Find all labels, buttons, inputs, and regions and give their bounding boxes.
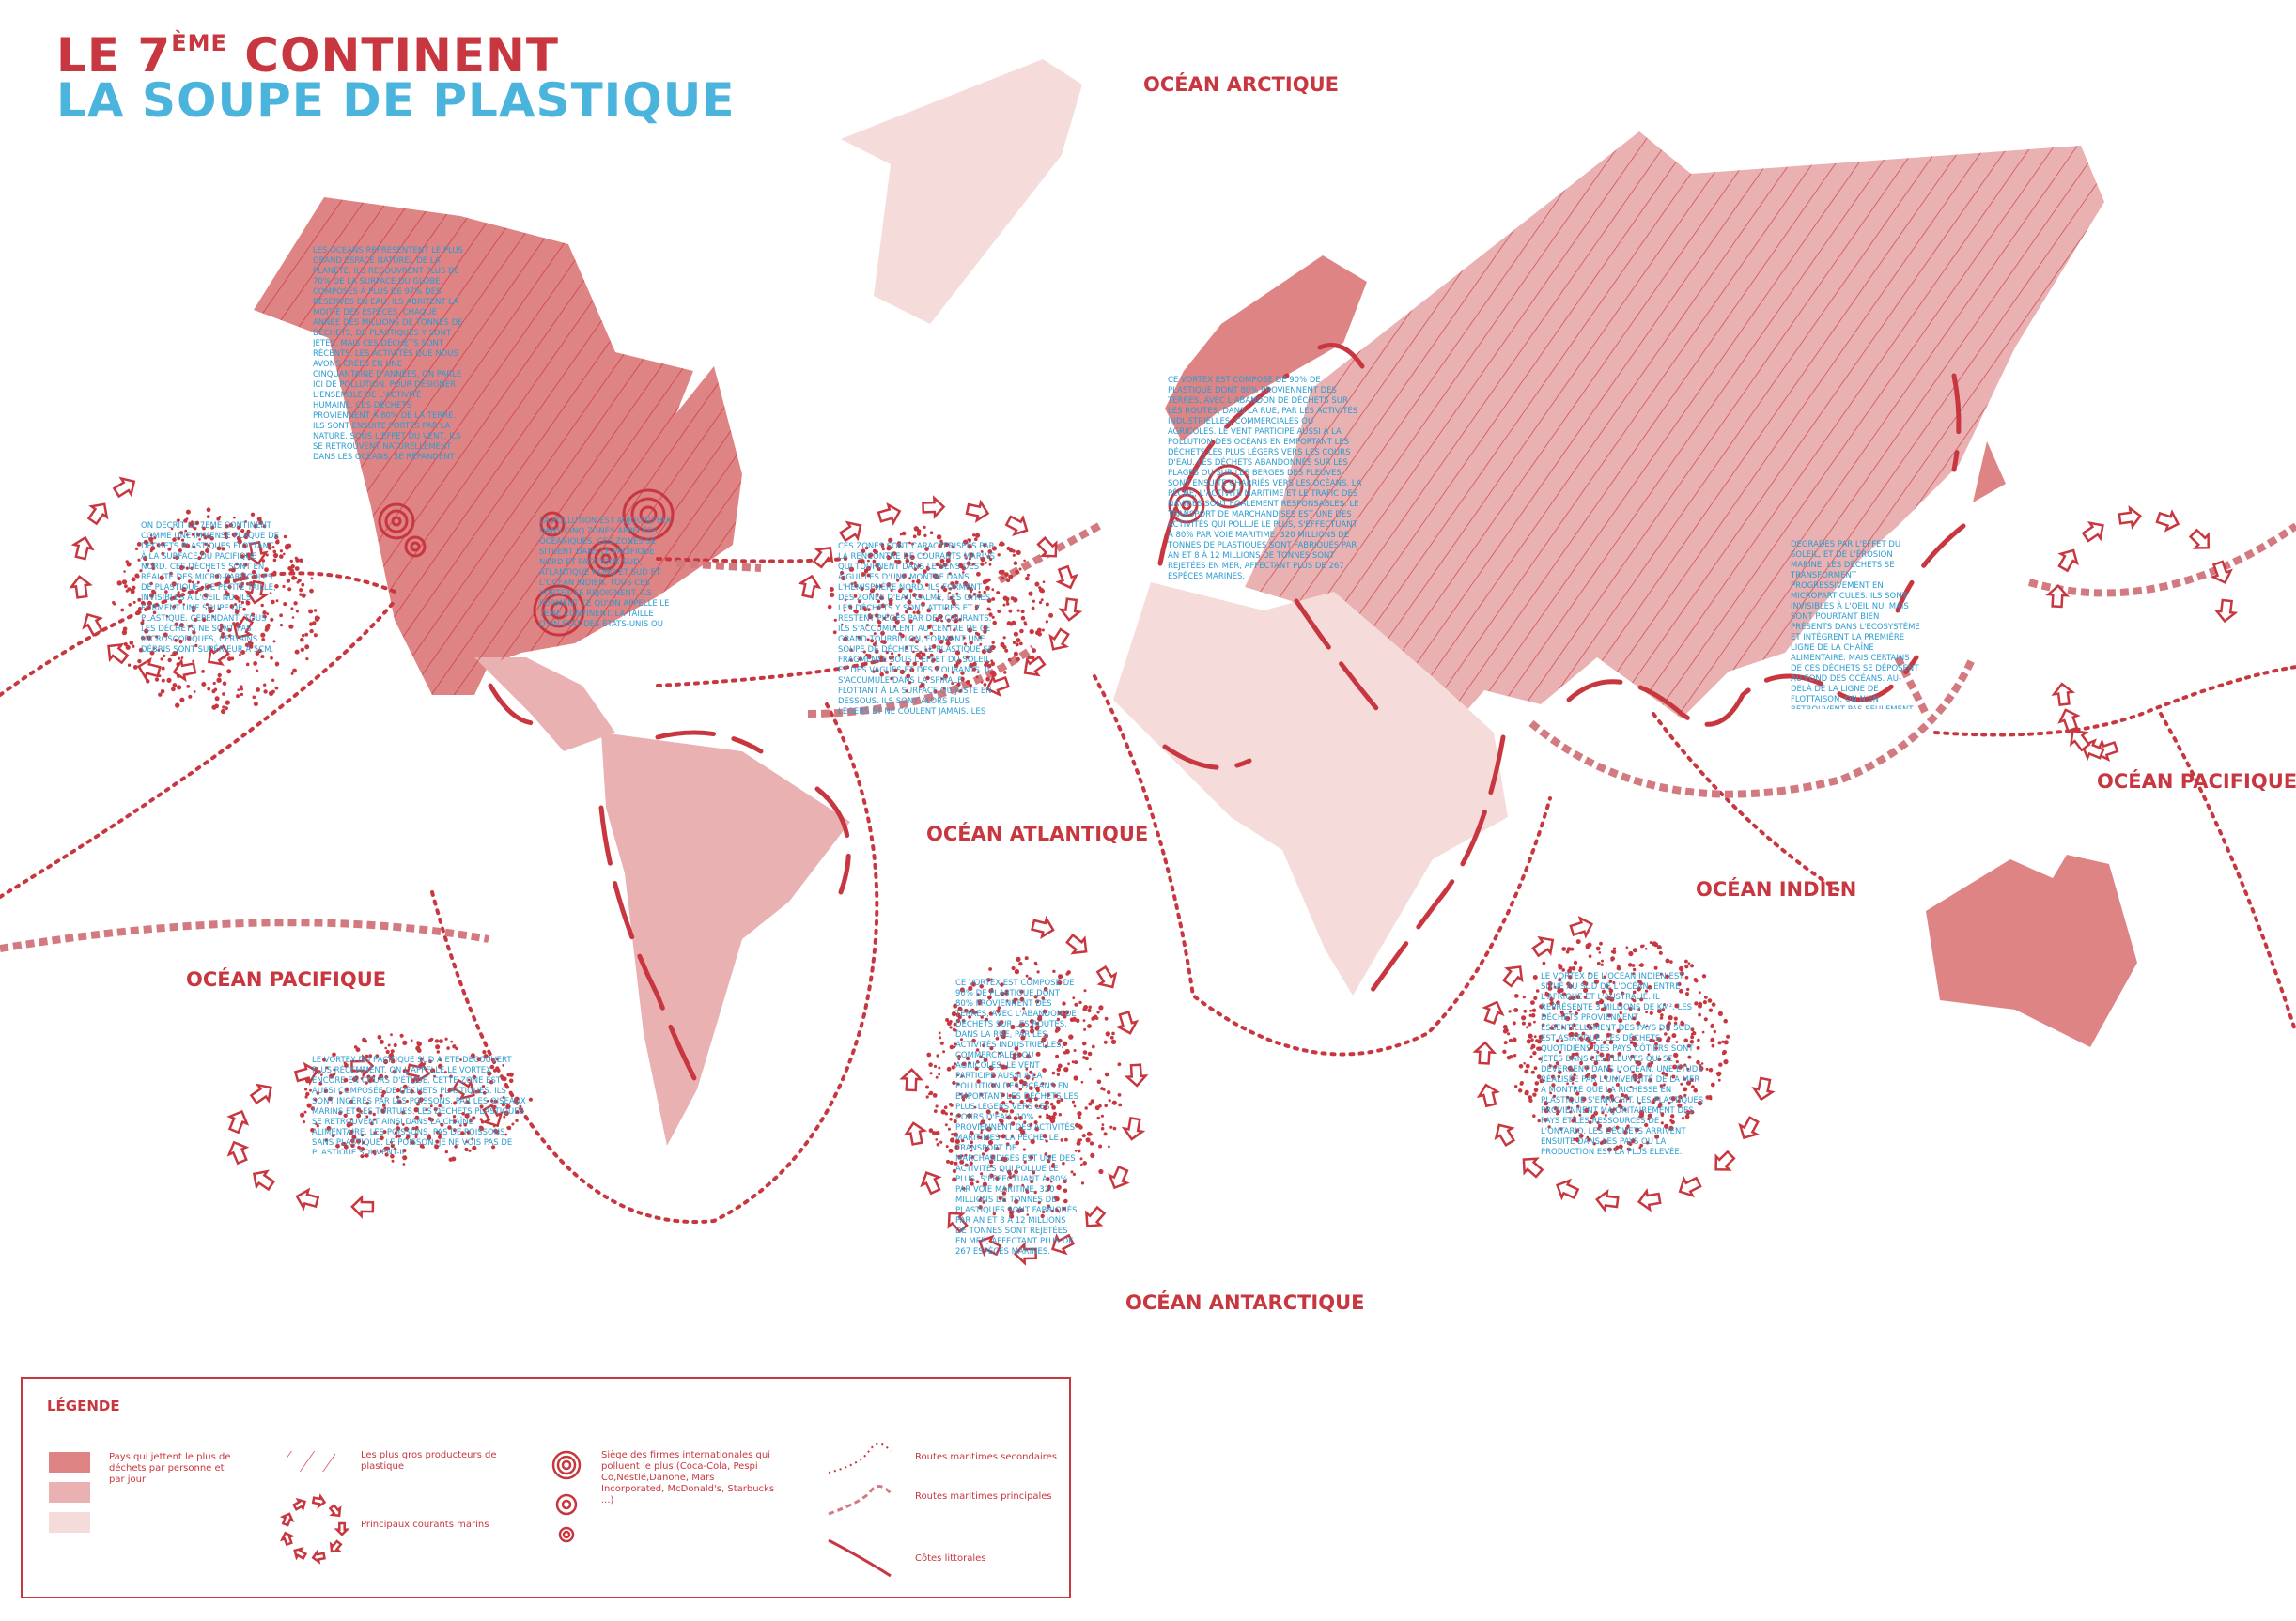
current-arrows-7: [2051, 682, 2119, 762]
route-secondary-9: [2159, 712, 2296, 1035]
coast-line-12: [1317, 343, 1365, 369]
landmass-africa: [1113, 582, 1508, 996]
blurb-asia: Dégradés par l'effet du soleil, et de l'…: [1791, 540, 1920, 709]
hq-marker-5: [622, 488, 675, 541]
label-ocean-arctic: OCÉAN ARCTIQUE: [1143, 73, 1339, 96]
hq-marker-2: [404, 535, 427, 558]
route-secondary-6: [1093, 674, 1552, 1057]
blurb-pollution-zones: La pollution est aujourd'hui dans cinq z…: [539, 517, 671, 629]
vortex-dots-2: [827, 525, 1054, 694]
legend-text-coasts: Côtes littorales: [915, 1553, 986, 1564]
blurb-north-pacific: On décrit le 7ème continent comme une im…: [141, 521, 280, 655]
hq-marker-3: [539, 511, 566, 537]
legend-swatch-medium: [49, 1482, 90, 1503]
hq-marker-8: [1206, 464, 1251, 509]
route-primary-3: [675, 560, 762, 572]
route-secondary-5: [656, 656, 894, 687]
label-ocean-indian: OCÉAN INDIEN: [1696, 878, 1857, 901]
blurb-south-atlantic: Ce vortex est composé de 90% de plastiqu…: [955, 979, 1079, 1257]
current-arrows-4: [1472, 916, 1776, 1213]
blurb-europe: Ce vortex est composé de 90% de plastiqu…: [1168, 376, 1362, 581]
coast-line-11: [1895, 523, 1966, 613]
current-arrows-2: [798, 495, 1083, 698]
coast-line-10: [1951, 373, 1962, 472]
coast-line-7: [1359, 734, 1506, 1008]
coast-line-6: [1162, 744, 1252, 770]
route-primary-5: [1528, 656, 1977, 798]
legend-text-primary-routes: Routes maritimes principales: [915, 1491, 1052, 1502]
landmass-europe: [1165, 255, 1367, 441]
legend-graphics: [279, 1443, 892, 1578]
blurb-north-america: Les océans représentent le plus grand es…: [313, 246, 463, 462]
route-primary-7: [1894, 656, 1930, 716]
blurb-north-atlantic: Ces zones sont caractérisées par la renc…: [838, 542, 996, 716]
legend-text-secondary-routes: Routes maritimes secondaires: [915, 1452, 1057, 1462]
label-ocean-pacific-west: OCÉAN PACIFIQUE: [186, 968, 387, 991]
landmass-south-america: [601, 733, 850, 1146]
hq-marker-6: [533, 584, 585, 637]
route-primary-1: [0, 919, 489, 952]
vortex-dots-4: [1502, 939, 1730, 1152]
map-title-line2: LA SOUPE DE PLASTIQUE: [56, 73, 736, 128]
vortex-dots-3: [925, 956, 1123, 1219]
route-secondary-2: [0, 599, 396, 899]
route-secondary-3: [430, 702, 879, 1224]
coast-line-9: [1566, 655, 1919, 727]
current-arrows-1: [69, 476, 269, 683]
label-ocean-antarctic: OCÉAN ANTARCTIQUE: [1125, 1291, 1365, 1314]
landmass-greenland: [841, 59, 1082, 324]
legend-box: LÉGENDE Pays qui jettent le plus de déch…: [21, 1377, 1071, 1598]
legend-text-producers: Les plus gros producteurs de plastique: [361, 1450, 497, 1472]
route-secondary-8: [1933, 665, 2296, 737]
coast-line-5: [1157, 373, 1290, 566]
blurb-south-pacific: Le vortex du Pacifique Sud a été découve…: [312, 1056, 526, 1154]
legend-swatch-dark: [49, 1452, 90, 1473]
coast-line-8: [1294, 598, 1384, 717]
landmass-japan: [1973, 441, 2006, 502]
coast-line-3: [598, 805, 698, 1083]
blurb-indian-ocean: Le vortex de l'océan Indien est situé au…: [1541, 972, 1704, 1157]
landmass-hatch-asia: [1245, 131, 2104, 728]
current-arrows-5: [226, 1054, 504, 1219]
landmass-australia: [1926, 855, 2137, 1047]
legend-currents-icon: [279, 1493, 350, 1565]
route-secondary-7: [1652, 712, 1843, 894]
hq-marker-4: [587, 540, 625, 578]
legend-text-currents: Principaux courants marins: [361, 1520, 489, 1530]
vortex-dots-1: [112, 507, 320, 715]
landmass-central-america: [474, 657, 615, 751]
legend-text-hq: Siège des firmes internationales qui pol…: [601, 1450, 775, 1505]
coast-line-4: [814, 786, 851, 895]
route-primary-6: [2027, 522, 2296, 597]
legend-title: LÉGENDE: [47, 1397, 120, 1414]
coast-line-2: [655, 730, 764, 754]
label-ocean-atlantic: OCÉAN ATLANTIQUE: [926, 823, 1149, 845]
legend-text-countries: Pays qui jettent le plus de déchets par …: [109, 1452, 231, 1485]
current-arrows-6: [2045, 505, 2239, 624]
label-ocean-pacific-east: OCÉAN PACIFIQUE: [2097, 770, 2296, 793]
route-primary-2: [807, 644, 1036, 718]
current-arrows-3: [899, 915, 1149, 1266]
coast-line-1: [488, 683, 538, 726]
landmass-hatch-na: [254, 197, 742, 695]
legend-swatch-light: [49, 1512, 90, 1533]
route-secondary-1: [0, 571, 396, 697]
hq-marker-7: [1168, 486, 1205, 524]
map-title-line1: LE 7ÈME CONTINENT: [56, 28, 560, 83]
hq-marker-1: [378, 502, 415, 540]
